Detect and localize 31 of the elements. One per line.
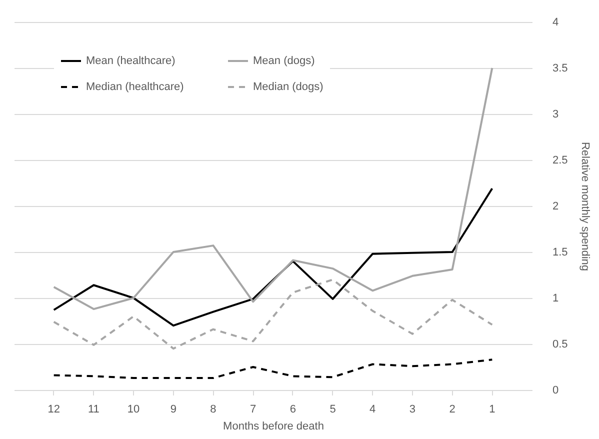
x-tick-label: 12	[48, 404, 60, 416]
y-tick-label: 2.5	[552, 154, 568, 166]
line-series	[52, 278, 494, 350]
x-tick-label: 10	[127, 404, 140, 416]
x-tick-label: 1	[489, 404, 496, 416]
legend-label: Mean (dogs)	[253, 55, 315, 67]
legend-label: Median (healthcare)	[86, 81, 184, 93]
x-tick-label: 5	[330, 404, 336, 416]
line-series	[52, 67, 494, 310]
x-tick-label: 6	[290, 404, 296, 416]
x-tick-label: 7	[250, 404, 256, 416]
x-tick-label: 2	[449, 404, 456, 416]
line-series	[52, 188, 494, 327]
y-tick-label: 3	[552, 108, 559, 120]
y-tick-label: 1	[552, 292, 559, 304]
x-tick-label: 3	[409, 404, 416, 416]
y-tick-label: 1.5	[552, 246, 568, 258]
line-series	[52, 358, 494, 380]
y-tick-label: 0	[552, 384, 559, 396]
y-tick-label: 0.5	[552, 338, 568, 350]
x-axis-title: Months before death	[223, 420, 324, 432]
y-tick-label: 3.5	[552, 62, 568, 74]
y-axis-title: Relative monthly spending	[578, 142, 591, 272]
x-tick-label: 8	[210, 404, 216, 416]
y-tick-label: 4	[552, 16, 559, 28]
legend-label: Median (dogs)	[253, 81, 324, 93]
y-tick-label: 2	[552, 200, 559, 212]
x-tick-label: 11	[88, 404, 100, 416]
x-tick-label: 4	[370, 404, 376, 416]
x-tick-label: 9	[170, 404, 176, 416]
legend-label: Mean (healthcare)	[86, 55, 176, 67]
